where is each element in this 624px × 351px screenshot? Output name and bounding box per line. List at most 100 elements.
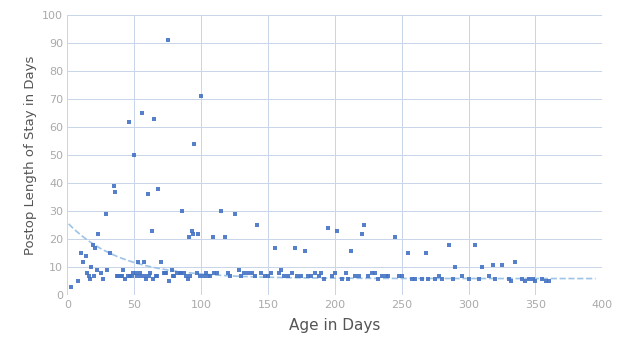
Point [187,228,197,234]
Point [403,251,413,256]
Point [175,270,185,276]
Point [410,276,420,282]
Point [341,270,351,276]
Point [464,276,474,282]
Point [223,270,233,276]
Point [109,183,119,189]
Point [250,273,260,279]
Point [230,211,240,217]
Point [457,273,467,279]
Point [517,276,527,282]
Point [306,273,316,279]
Point [112,273,122,279]
Point [356,231,366,237]
Point [202,270,212,276]
Point [76,251,85,256]
Point [397,273,407,279]
Point [421,251,431,256]
Point [93,231,103,237]
Point [176,270,186,276]
Point [266,270,276,276]
Point [89,273,99,279]
Point [177,208,187,214]
Point [430,276,440,282]
Point [354,273,364,279]
Point [82,270,92,276]
Point [188,231,198,237]
Point [319,276,329,282]
Point [148,276,158,282]
Point [279,273,289,279]
Point [300,248,310,253]
Point [144,273,154,279]
Point [287,270,297,276]
X-axis label: Age in Days: Age in Days [289,318,381,333]
Point [524,276,534,282]
Point [447,276,457,282]
Point [133,259,143,265]
Point [73,279,83,284]
Point [350,273,360,279]
Point [81,253,91,259]
Point [333,228,343,234]
Point [66,284,76,290]
Point [370,270,380,276]
Point [116,273,126,279]
Point [203,273,213,279]
Point [190,141,200,147]
Point [99,276,109,282]
Point [185,273,195,279]
Point [520,279,530,284]
Point [164,279,174,284]
Point [424,276,434,282]
Point [490,276,500,282]
Point [196,94,206,99]
Point [183,276,193,282]
Point [199,273,209,279]
Point [129,152,139,158]
Point [192,270,202,276]
Point [149,116,159,121]
Point [86,265,96,270]
Point [283,273,293,279]
Point [150,273,160,279]
Point [383,273,393,279]
Point [407,276,417,282]
Point [368,270,378,276]
Point [136,273,146,279]
Point [256,270,266,276]
Point [474,276,484,282]
Point [417,276,427,282]
Point [117,273,127,279]
Point [252,223,262,228]
Point [434,273,444,279]
Point [290,245,300,251]
Point [208,234,218,239]
Point [497,262,507,267]
Point [323,225,333,231]
Point [343,276,353,282]
Point [450,265,460,270]
Point [484,273,494,279]
Point [504,276,514,282]
Y-axis label: Postop Length of Stay in Days: Postop Length of Stay in Days [24,55,37,255]
Point [394,273,404,279]
Point [263,273,273,279]
Point [139,259,149,265]
Point [216,208,226,214]
Point [233,267,243,273]
Point [125,273,135,279]
Point [88,242,98,248]
Point [437,276,447,282]
Point [167,267,177,273]
Point [270,245,280,251]
Point [130,270,140,276]
Point [470,242,480,248]
Point [528,276,538,282]
Point [212,270,222,276]
Point [128,270,138,276]
Point [363,273,373,279]
Point [140,273,150,279]
Point [276,267,286,273]
Point [381,273,391,279]
